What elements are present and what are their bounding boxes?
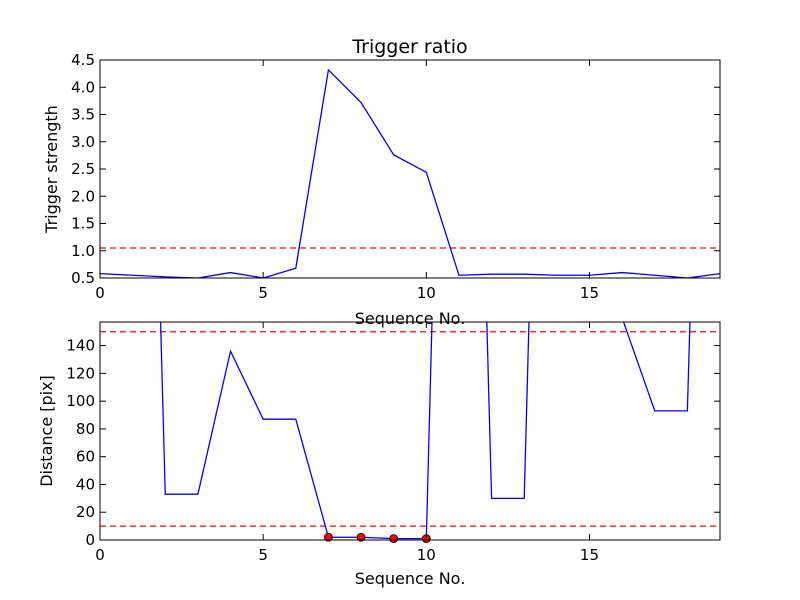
threshold-lines bbox=[100, 331, 720, 527]
y-tick-label: 2.0 bbox=[71, 187, 95, 205]
y-tick-label: 3.0 bbox=[71, 133, 95, 151]
trigger-ratio-panel: Trigger ratio 0 5 10 15 0.5 1.0 1.5 2.0 2.5 3.0 3… bbox=[42, 36, 721, 328]
x-tick-label: 5 bbox=[258, 546, 268, 564]
x-tick-label: 0 bbox=[95, 284, 105, 302]
x-ticks: 0 5 10 15 bbox=[95, 60, 599, 302]
x-tick-label: 15 bbox=[580, 546, 599, 564]
data-point bbox=[389, 534, 399, 544]
data-point bbox=[356, 532, 366, 542]
y-tick-label: 4.0 bbox=[71, 78, 95, 96]
chart-title: Trigger ratio bbox=[351, 36, 467, 58]
y-tick-label: 1.5 bbox=[71, 215, 95, 233]
y-tick-label: 1.0 bbox=[71, 242, 95, 260]
y-tick-label: 120 bbox=[66, 364, 95, 382]
y-ticks: 0 20 40 60 80 100 120 140 bbox=[66, 337, 720, 549]
distance-panel: 0 5 10 15 0 20 40 60 80 100 120 140 Sequence No. D… bbox=[37, 321, 721, 588]
x-tick-label: 15 bbox=[580, 284, 599, 302]
x-tick-label: 10 bbox=[417, 284, 436, 302]
y-tick-label: 20 bbox=[76, 503, 95, 521]
plot-frame bbox=[99, 321, 721, 541]
y-tick-label: 40 bbox=[76, 475, 95, 493]
y-tick-label: 0.5 bbox=[71, 269, 95, 287]
y-axis-label: Trigger strength bbox=[42, 105, 61, 234]
y-ticks: 0.5 1.0 1.5 2.0 2.5 3.0 3.5 4.0 4.5 bbox=[71, 51, 720, 287]
x-ticks: 0 5 10 15 bbox=[95, 322, 599, 564]
y-tick-label: 0 bbox=[85, 531, 95, 549]
y-tick-label: 60 bbox=[76, 448, 95, 466]
x-tick-label: 10 bbox=[417, 546, 436, 564]
data-point bbox=[324, 532, 333, 542]
x-axis-label: Sequence No. bbox=[355, 309, 466, 328]
y-tick-label: 4.5 bbox=[71, 51, 95, 69]
x-axis-label: Sequence No. bbox=[355, 569, 466, 588]
x-tick-label: 0 bbox=[95, 546, 105, 564]
y-tick-label: 80 bbox=[76, 420, 95, 438]
y-axis-label: Distance [pix] bbox=[37, 375, 56, 487]
series-line bbox=[100, 68, 720, 278]
y-tick-label: 3.5 bbox=[71, 106, 95, 124]
series-lines bbox=[100, 68, 720, 278]
x-tick-label: 5 bbox=[258, 284, 268, 302]
y-tick-label: 2.5 bbox=[71, 160, 95, 178]
y-tick-label: 100 bbox=[66, 392, 95, 410]
y-tick-label: 140 bbox=[66, 337, 95, 355]
